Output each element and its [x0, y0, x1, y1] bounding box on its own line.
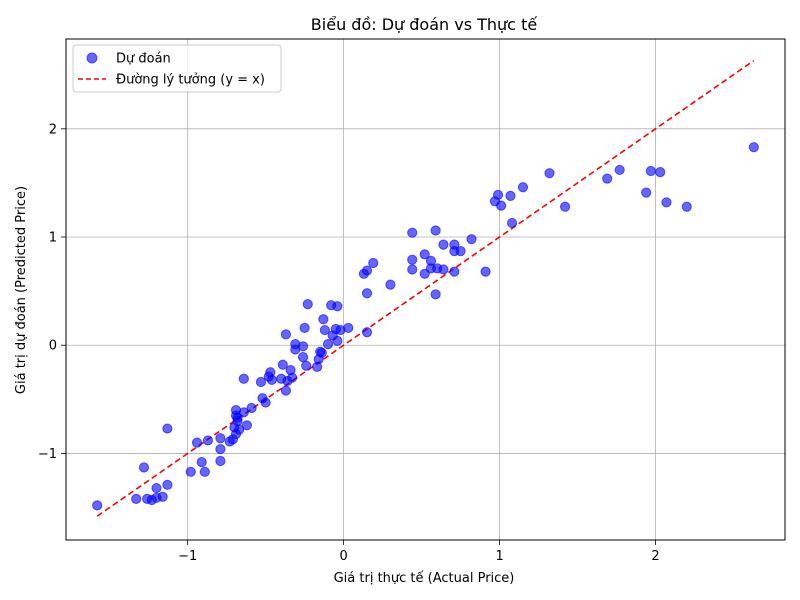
prediction-point [138, 462, 150, 473]
prediction-point [430, 225, 441, 236]
prediction-point [162, 423, 173, 434]
prediction-point [191, 437, 203, 448]
prediction-point [319, 324, 331, 336]
prediction-point [748, 142, 759, 153]
prediction-point [614, 164, 625, 176]
prediction-point [544, 168, 555, 179]
legend-label-ideal-line: Đường lý tưởng (y = x) [116, 73, 265, 88]
chart-title: Biểu đồ: Dự đoán vs Thực tế [311, 15, 538, 34]
x-tick-label: 0 [339, 549, 347, 564]
prediction-point [681, 201, 692, 212]
prediction-point [480, 266, 491, 277]
prediction-point [425, 255, 437, 266]
y-tick-label: 1 [49, 231, 57, 246]
prediction-point [407, 254, 418, 265]
prediction-point [131, 493, 142, 504]
prediction-point [385, 279, 396, 290]
prediction-point [455, 245, 466, 257]
legend-marker-predictions [86, 52, 98, 64]
prediction-point [322, 339, 334, 350]
prediction-point [157, 491, 168, 502]
prediction-point [438, 264, 449, 275]
legend-label-predictions: Dự đoán [116, 52, 171, 67]
plot-frame [65, 38, 786, 541]
prediction-point [430, 289, 441, 300]
grid-lines [66, 39, 785, 540]
prediction-point [661, 197, 672, 208]
legend-box [72, 44, 282, 93]
prediction-point [215, 433, 226, 444]
prediction-point [361, 288, 373, 299]
prediction-point [280, 385, 292, 396]
prediction-point [438, 239, 449, 250]
prediction-point [407, 227, 418, 238]
prediction-point [232, 415, 243, 427]
y-tick-label: −1 [38, 447, 57, 462]
x-axis-label: Giá trị thực tế (Actual Price) [334, 571, 515, 586]
prediction-point [215, 455, 226, 467]
prediction-point [517, 182, 529, 193]
prediction-point [466, 234, 477, 245]
prediction-point [297, 341, 309, 352]
axis-ticks: −1 0 1 2 −1 0 1 2 [38, 122, 660, 564]
x-tick-label: −1 [178, 549, 197, 564]
prediction-point [559, 201, 571, 212]
prediction-point [407, 264, 418, 275]
prediction-point [368, 257, 379, 269]
prediction-point [255, 376, 267, 388]
prediction-point [361, 327, 373, 338]
prediction-point [449, 266, 460, 277]
prediction-point [316, 347, 327, 358]
prediction-point [185, 466, 196, 477]
prediction-point [655, 166, 666, 178]
prediction-point [506, 217, 518, 229]
prediction-point [238, 407, 249, 418]
prediction-point [234, 424, 245, 435]
prediction-point [302, 299, 313, 310]
prediction-point [280, 329, 292, 340]
x-tick-label: 2 [651, 549, 659, 564]
scatter-points [92, 142, 759, 511]
prediction-point [260, 397, 271, 408]
prediction-point [299, 322, 310, 334]
y-axis-label: Giá trị dự đoán (Predicted Price) [14, 186, 29, 394]
prediction-point [151, 482, 162, 494]
prediction-point [241, 420, 253, 431]
prediction-point [505, 190, 516, 202]
prediction-point [277, 359, 288, 370]
prediction-point [332, 301, 343, 312]
prediction-point [246, 402, 257, 414]
prediction-point [215, 444, 226, 455]
y-tick-label: 2 [49, 122, 57, 137]
prediction-point [297, 352, 309, 363]
prediction-point [238, 373, 249, 384]
prediction-point [332, 335, 343, 346]
prediction-point [361, 265, 373, 276]
prediction-point [266, 374, 277, 385]
y-tick-label: 0 [49, 339, 57, 354]
x-tick-label: 1 [495, 549, 503, 564]
prediction-point [318, 314, 329, 325]
prediction-point [602, 173, 613, 184]
prediction-point [496, 200, 507, 211]
legend: Dự đoán Đường lý tưởng (y = x) [72, 44, 282, 93]
prediction-point [645, 165, 656, 177]
prediction-point [196, 456, 207, 468]
prediction-point [287, 372, 298, 383]
prediction-point [199, 466, 210, 477]
prediction-point [301, 360, 312, 371]
prediction-point [343, 322, 354, 334]
prediction-point [92, 500, 103, 511]
prediction-point [202, 435, 214, 446]
prediction-point [419, 249, 430, 260]
prediction-point [162, 479, 173, 490]
prediction-point [641, 187, 652, 198]
prediction-point [492, 189, 504, 200]
